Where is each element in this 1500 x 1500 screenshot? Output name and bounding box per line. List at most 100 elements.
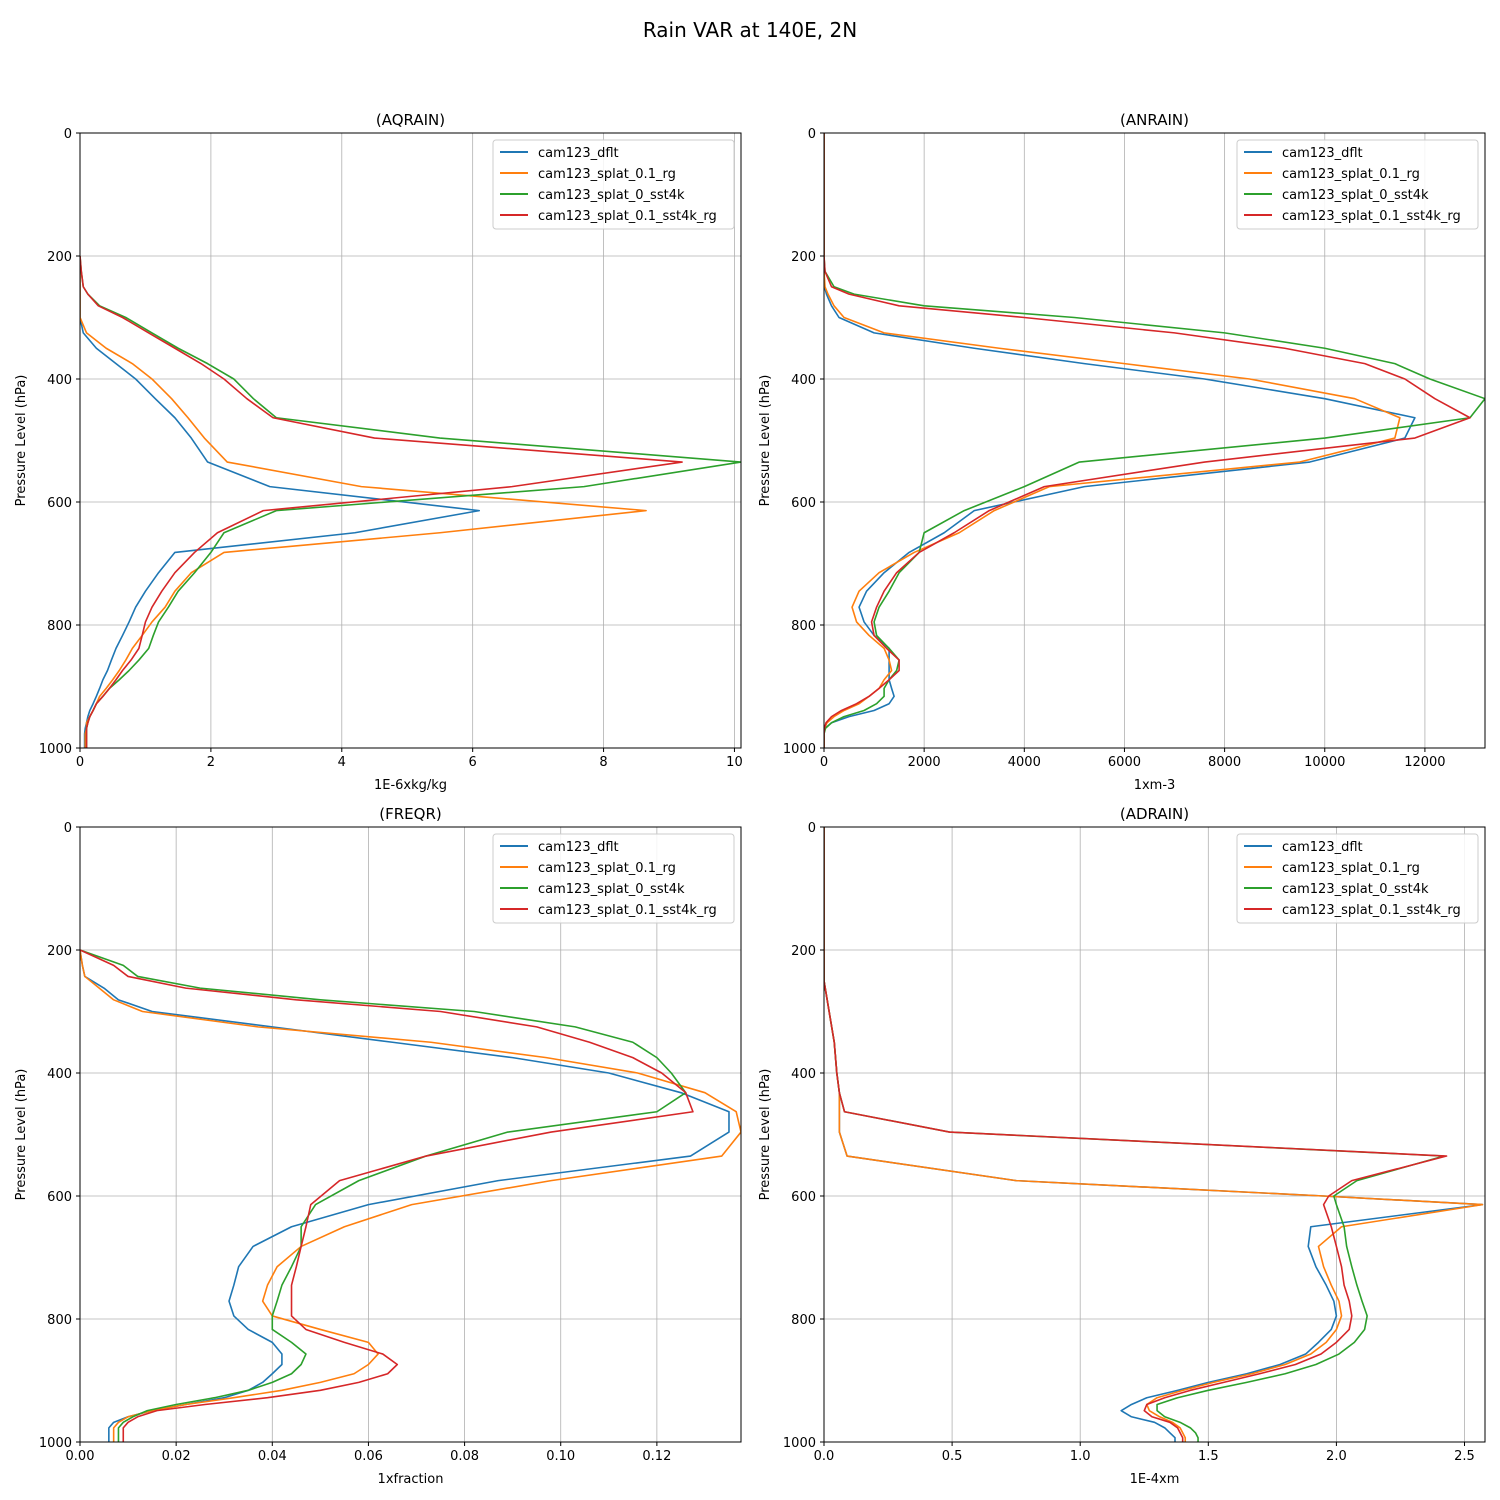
y-tick-label: 0 [64,127,72,142]
x-tick-label: 10000 [1304,755,1345,770]
axes-frame [79,132,742,749]
legend-label: cam123_splat_0.1_rg [1282,861,1420,876]
legend-box [1236,833,1479,924]
y-tick-label: 0 [64,821,72,836]
series-line-cam123_splat_0.1_sst4k_rg [824,133,1471,748]
x-tick-label: 0.10 [546,1449,575,1464]
series-line-cam123_splat_0_sst4k [824,133,1485,748]
x-axis-label: 1xfraction [378,1472,444,1487]
y-axis-label: Pressure Level (hPa) [758,375,773,507]
legend-label: cam123_dflt [1282,146,1363,161]
y-tick-label: 400 [791,1067,816,1082]
y-tick-label: 600 [791,1190,816,1205]
legend-box [1236,139,1479,230]
x-tick-label: 8000 [1208,755,1241,770]
series-line-cam123_splat_0.1_sst4k_rg [80,255,683,748]
x-tick-label: 0.00 [66,1449,95,1464]
series-line-cam123_dflt [824,133,1416,748]
x-tick-label: 0.0 [814,1449,835,1464]
y-tick-label: 200 [47,944,72,959]
y-tick-label: 200 [47,250,72,265]
y-tick-label: 800 [791,1313,816,1328]
chart-panel-1: 0 2 4 6 8 10 0 200 400 600 800 1000 (AQRAIN) 1E-6xkg/… [14,111,743,793]
x-tick-label: 12000 [1404,755,1445,770]
legend-label: cam123_splat_0.1_rg [538,167,676,182]
legend-label: cam123_splat_0_sst4k [538,882,685,897]
legend-label: cam123_dflt [538,840,619,855]
legend-label: cam123_splat_0.1_rg [1282,167,1420,182]
x-tick-label: 0 [76,755,84,770]
x-tick-label: 2.0 [1326,1449,1347,1464]
x-tick-label: 6 [469,755,477,770]
axes-frame [79,826,742,1443]
x-tick-label: 10 [726,755,743,770]
y-tick-label: 1000 [39,742,72,757]
x-axis-label: 1E-6xkg/kg [374,778,447,793]
chart-panel-3: 0.00 0.02 0.04 0.06 0.08 0.10 0.12 0 200 400 600 80… [14,805,742,1487]
figure-title: Rain VAR at 140E, 2N [643,18,857,42]
series-lines [824,133,1485,748]
y-tick-label: 600 [47,1190,72,1205]
y-axis-label: Pressure Level (hPa) [14,375,29,507]
series-lines [80,949,741,1442]
y-tick-label: 600 [47,496,72,511]
legend-label: cam123_splat_0.1_sst4k_rg [1282,209,1461,224]
legend-box [492,833,735,924]
y-tick-label: 600 [791,496,816,511]
y-tick-label: 0 [808,127,816,142]
legend-label: cam123_splat_0_sst4k [1282,188,1429,203]
x-tick-label: 4000 [1008,755,1041,770]
x-tick-label: 1.0 [1070,1449,1091,1464]
legend-label: cam123_splat_0.1_rg [538,861,676,876]
x-tick-label: 0.12 [642,1449,671,1464]
axes-frame [823,132,1486,749]
x-tick-label: 6000 [1108,755,1141,770]
series-line-cam123_dflt [80,256,481,748]
y-tick-label: 0 [808,821,816,836]
x-tick-label: 2000 [908,755,941,770]
panel-title: (ANRAIN) [1120,111,1189,129]
axes-frame [823,826,1486,1443]
y-tick-label: 1000 [39,1436,72,1451]
legend-box [492,139,735,230]
panel-title: (AQRAIN) [376,111,445,129]
legend-label: cam123_dflt [1282,840,1363,855]
legend-label: cam123_dflt [538,146,619,161]
y-tick-label: 800 [791,619,816,634]
legend-label: cam123_splat_0_sst4k [1282,882,1429,897]
y-tick-label: 200 [791,250,816,265]
y-tick-label: 800 [47,619,72,634]
x-tick-label: 0 [820,755,828,770]
legend-label: cam123_splat_0.1_sst4k_rg [538,903,717,918]
y-tick-label: 400 [47,1067,72,1082]
series-lines [80,255,741,748]
y-tick-label: 400 [791,373,816,388]
y-tick-label: 400 [47,373,72,388]
y-axis-label: Pressure Level (hPa) [758,1069,773,1201]
x-axis-label: 1xm-3 [1134,778,1176,793]
x-tick-label: 2.5 [1454,1449,1475,1464]
x-tick-label: 0.02 [162,1449,191,1464]
y-tick-label: 800 [47,1313,72,1328]
y-tick-label: 1000 [783,1436,816,1451]
y-tick-label: 1000 [783,742,816,757]
chart-panel-2: 0 2000 4000 6000 8000 10000 12000 0 200 400 600 800… [758,111,1486,793]
x-axis-label: 1E-4xm [1130,1472,1180,1487]
series-line-cam123_splat_0.1_rg [80,949,741,1442]
x-tick-label: 0.04 [258,1449,287,1464]
x-tick-label: 0.08 [450,1449,479,1464]
legend-label: cam123_splat_0.1_sst4k_rg [1282,903,1461,918]
series-line-cam123_splat_0.1_sst4k_rg [824,827,1448,1442]
series-line-cam123_splat_0.1_sst4k_rg [80,949,694,1442]
x-tick-label: 8 [599,755,607,770]
y-tick-label: 200 [791,944,816,959]
chart-panel-4: 0.0 0.5 1.0 1.5 2.0 2.5 0 200 400 600 800 1000 (ADRA… [758,805,1486,1487]
x-tick-label: 0.5 [942,1449,963,1464]
legend-label: cam123_splat_0_sst4k [538,188,685,203]
x-tick-label: 4 [338,755,346,770]
x-tick-label: 0.06 [354,1449,383,1464]
panel-title: (FREQR) [379,805,441,823]
series-lines [824,827,1484,1442]
legend-label: cam123_splat_0.1_sst4k_rg [538,209,717,224]
